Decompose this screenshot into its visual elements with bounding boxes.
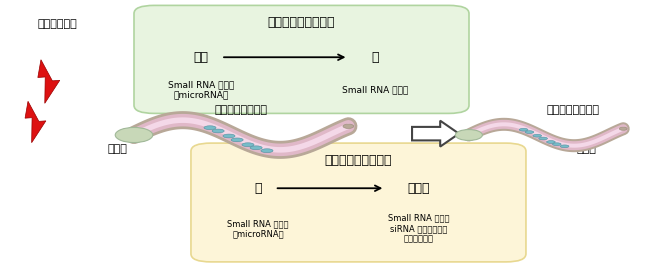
Ellipse shape [250, 146, 262, 150]
Text: 親世代: 親世代 [107, 144, 127, 154]
FancyBboxPatch shape [134, 5, 469, 113]
Text: Small RNA の伝達
siRNA 経路を介した
ヒストン修飾: Small RNA の伝達 siRNA 経路を介した ヒストン修飾 [388, 214, 450, 244]
Text: 腸: 腸 [254, 182, 262, 195]
Circle shape [343, 124, 354, 129]
Ellipse shape [560, 145, 569, 148]
Ellipse shape [553, 143, 561, 146]
Ellipse shape [223, 134, 235, 138]
Circle shape [456, 130, 482, 140]
Ellipse shape [212, 129, 224, 133]
Ellipse shape [525, 131, 534, 133]
Text: 腸: 腸 [371, 51, 379, 64]
Circle shape [619, 127, 627, 130]
Text: ストレス耐性上昇: ストレス耐性上昇 [546, 105, 600, 115]
Text: 環境ストレス: 環境ストレス [37, 19, 77, 29]
Text: 生殖腺: 生殖腺 [407, 182, 430, 195]
FancyBboxPatch shape [191, 143, 526, 262]
Text: ストレス耐性の継承: ストレス耐性の継承 [325, 154, 392, 167]
Text: Small RNA の生成
（microRNA）: Small RNA の生成 （microRNA） [227, 219, 289, 238]
Text: 子世代: 子世代 [576, 144, 596, 154]
Polygon shape [412, 121, 459, 147]
Ellipse shape [242, 143, 254, 147]
Ellipse shape [261, 149, 273, 153]
Text: Small RNA の伝達: Small RNA の伝達 [342, 85, 408, 94]
Text: ストレス耐性の獲得: ストレス耐性の獲得 [268, 16, 335, 29]
Circle shape [115, 127, 153, 143]
Text: Small RNA の生成
（microRNA）: Small RNA の生成 （microRNA） [168, 80, 234, 99]
Text: ストレス耐性上昇: ストレス耐性上昇 [214, 105, 268, 115]
Ellipse shape [204, 126, 216, 130]
Ellipse shape [539, 137, 547, 140]
Ellipse shape [519, 128, 528, 131]
Polygon shape [38, 60, 60, 103]
Ellipse shape [533, 134, 541, 137]
Text: 神経: 神経 [194, 51, 208, 64]
Ellipse shape [231, 138, 243, 142]
Polygon shape [25, 101, 46, 143]
Ellipse shape [547, 141, 555, 143]
